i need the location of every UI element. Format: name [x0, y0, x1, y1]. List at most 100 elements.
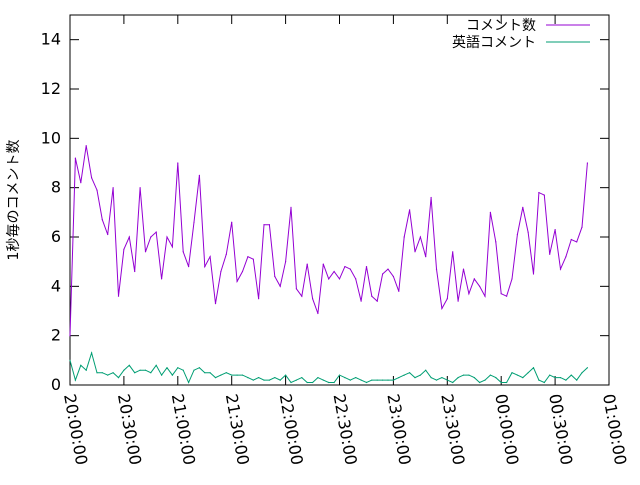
data-point [161, 374, 163, 376]
data-point [360, 379, 362, 381]
data-point [570, 238, 572, 241]
data-point [425, 369, 427, 371]
data-point [101, 372, 103, 374]
data-point [177, 367, 179, 369]
data-point [188, 381, 190, 384]
data-point [150, 372, 152, 374]
data-point [484, 295, 486, 297]
data-point [128, 364, 130, 366]
data-point [365, 381, 368, 384]
data-point [112, 372, 114, 374]
data-point [489, 374, 491, 376]
data-point [231, 221, 233, 223]
data-point [500, 293, 502, 295]
x-tick-label: 23:30:00 [437, 392, 468, 466]
data-point [166, 236, 168, 238]
data-point [435, 379, 438, 381]
y-axis-ticks: 0 2 4 6 8 10 12 14 [41, 30, 609, 394]
data-point [274, 275, 276, 278]
data-point [360, 300, 362, 302]
data-point [74, 157, 76, 159]
data-point [446, 298, 448, 300]
data-point [306, 263, 308, 265]
data-point [581, 226, 583, 228]
data-point [80, 364, 82, 366]
data-point [117, 295, 120, 297]
data-point [236, 280, 238, 282]
data-point [506, 295, 508, 297]
data-point [495, 241, 497, 243]
x-tick-label: 21:30:00 [222, 392, 253, 466]
data-point [338, 374, 341, 376]
data-point [69, 359, 71, 361]
data-point [198, 367, 200, 369]
data-point [91, 177, 93, 179]
data-point [144, 369, 147, 371]
data-point [139, 369, 141, 371]
data-point [441, 377, 443, 379]
data-point [452, 251, 454, 253]
data-point [382, 379, 384, 381]
data-point [549, 253, 551, 255]
data-point [376, 379, 378, 381]
data-point [586, 367, 589, 369]
data-point [322, 263, 324, 265]
data-point [457, 300, 459, 302]
data-point [312, 298, 314, 300]
data-point [511, 278, 513, 280]
data-point [117, 377, 120, 379]
data-point [182, 369, 184, 371]
data-point [479, 381, 481, 384]
data-point [565, 379, 567, 381]
data-point [355, 278, 357, 280]
data-point [543, 194, 545, 196]
data-point [403, 374, 405, 376]
y-tick-label: 12 [41, 79, 61, 98]
data-point [506, 381, 508, 384]
data-point [252, 258, 254, 260]
data-point [85, 145, 87, 147]
data-point [446, 379, 448, 381]
data-point [473, 278, 475, 280]
data-point [295, 379, 297, 381]
plot-border [69, 14, 610, 386]
data-point [134, 372, 136, 374]
legend-label: コメント数 [466, 18, 536, 34]
data-point [123, 369, 125, 371]
data-point [279, 285, 281, 287]
data-point [214, 377, 217, 379]
data-point [387, 379, 389, 381]
y-tick-label: 8 [51, 178, 61, 197]
data-point [344, 266, 346, 268]
data-point [382, 273, 384, 275]
x-tick-label: 22:30:00 [330, 392, 361, 466]
data-point [409, 372, 411, 374]
data-point [301, 377, 303, 379]
x-tick-label: 23:00:00 [383, 392, 414, 466]
x-tick-label: 22:00:00 [276, 392, 307, 466]
data-point [177, 162, 179, 164]
data-point [274, 377, 276, 379]
data-point [559, 377, 562, 379]
data-point [182, 251, 184, 253]
data-point [414, 377, 416, 379]
data-point [349, 268, 351, 270]
data-point [290, 381, 292, 384]
data-point [559, 268, 562, 270]
data-point [532, 273, 535, 275]
data-point [139, 187, 141, 189]
x-tick-label: 01:00:00 [599, 392, 630, 466]
data-point [301, 295, 303, 297]
data-point [468, 293, 470, 295]
series-line [69, 351, 588, 384]
data-point [462, 374, 465, 376]
data-point [268, 379, 270, 381]
data-point [338, 278, 341, 280]
data-point [441, 307, 443, 310]
data-point [419, 374, 421, 376]
y-tick-label: 4 [51, 276, 61, 295]
data-point [430, 196, 432, 199]
data-point [112, 187, 114, 189]
data-point [101, 219, 103, 221]
x-tick-label: 20:30:00 [114, 392, 145, 466]
